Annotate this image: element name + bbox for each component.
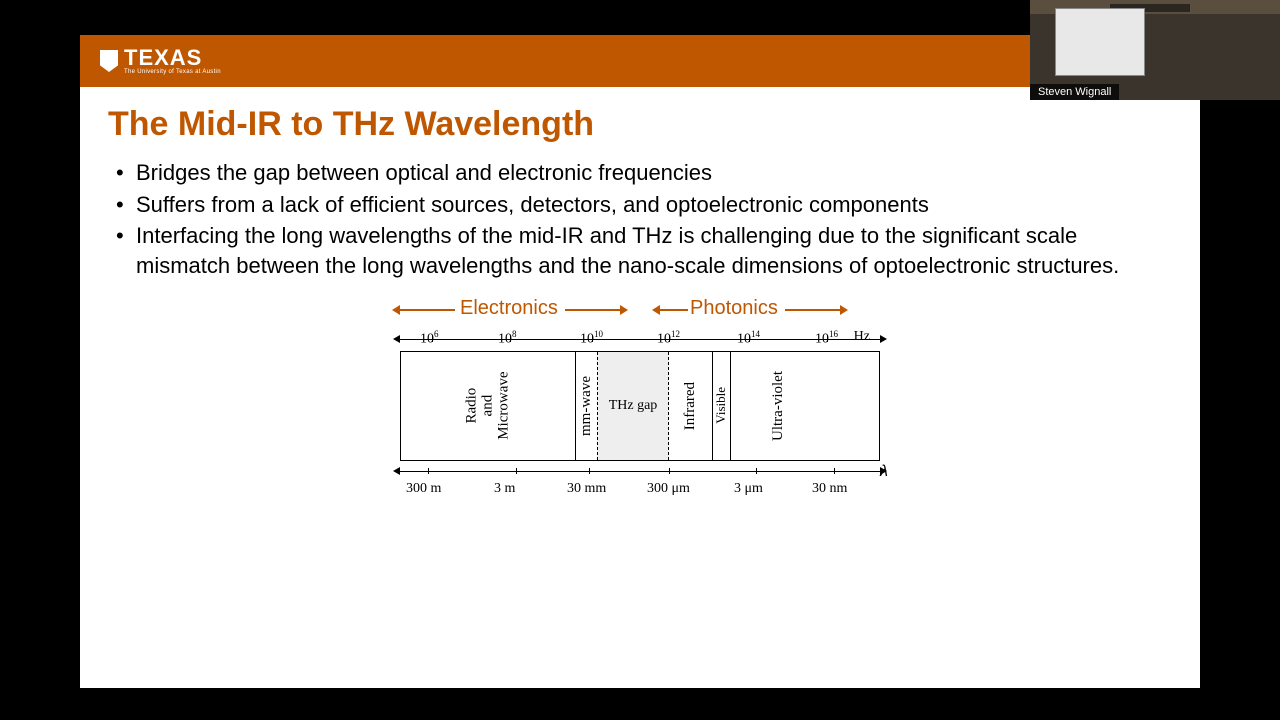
wavelength-tick: 30 mm <box>567 481 606 497</box>
slide: TEXAS The University of Texas at Austin … <box>80 35 1200 688</box>
logo: TEXAS The University of Texas at Austin <box>100 47 221 75</box>
band-label: THz gap <box>609 398 658 414</box>
band-label: RadioandMicrowave <box>464 372 511 440</box>
bullet-list: Bridges the gap between optical and elec… <box>108 158 1172 281</box>
bullet-item: Suffers from a lack of efficient sources… <box>108 190 1172 220</box>
wavelength-tick: 300 μm <box>647 481 690 497</box>
band-label: Visible <box>714 387 728 424</box>
lambda-symbol: λ <box>880 463 888 481</box>
label-electronics: Electronics <box>460 297 558 320</box>
slide-title: The Mid-IR to THz Wavelength <box>108 105 1172 144</box>
logo-sub: The University of Texas at Austin <box>124 69 221 75</box>
arrow-icon <box>785 309 840 311</box>
frequency-scale: Hz 1061081010101210141016 <box>390 325 890 331</box>
bullet-item: Bridges the gap between optical and elec… <box>108 158 1172 188</box>
logo-main: TEXAS <box>124 47 221 69</box>
band-thz-gap: THz gap <box>597 352 669 460</box>
wavelength-tick: 300 m <box>406 481 441 497</box>
wavelength-scale: 300 m 3 m 30 mm 300 μm 3 μm 30 nm <box>390 481 890 501</box>
arrow-icon <box>400 309 455 311</box>
spectrum-bands: RadioandMicrowave mm-wave THz gap Infrar… <box>400 351 880 461</box>
shield-icon <box>100 50 118 72</box>
arrow-icon <box>660 309 688 311</box>
wavelength-tick: 3 m <box>494 481 515 497</box>
band-label: Ultra-violet <box>770 371 787 441</box>
band-ultraviolet: Ultra-violet <box>731 352 826 460</box>
presenter-name: Steven Wignall <box>1030 84 1119 100</box>
band-visible: Visible <box>713 352 731 460</box>
wavelength-axis: λ <box>400 465 880 479</box>
wavelength-tick: 30 nm <box>812 481 847 497</box>
label-photonics: Photonics <box>690 297 778 320</box>
arrow-icon <box>565 309 620 311</box>
freq-axis <box>400 333 880 347</box>
presenter-thumbnail: Steven Wignall <box>1030 0 1280 100</box>
band-label: mm-wave <box>578 376 595 436</box>
band-label: Infrared <box>682 382 699 430</box>
band-radio: RadioandMicrowave <box>401 352 576 460</box>
band-infrared: Infrared <box>668 352 713 460</box>
spectrum-diagram: Electronics Photonics Hz 106108101010121… <box>108 297 1172 501</box>
bullet-item: Interfacing the long wavelengths of the … <box>108 221 1172 280</box>
wavelength-tick: 3 μm <box>734 481 763 497</box>
slide-content: The Mid-IR to THz Wavelength Bridges the… <box>80 87 1200 519</box>
band-mm-wave: mm-wave <box>576 352 598 460</box>
